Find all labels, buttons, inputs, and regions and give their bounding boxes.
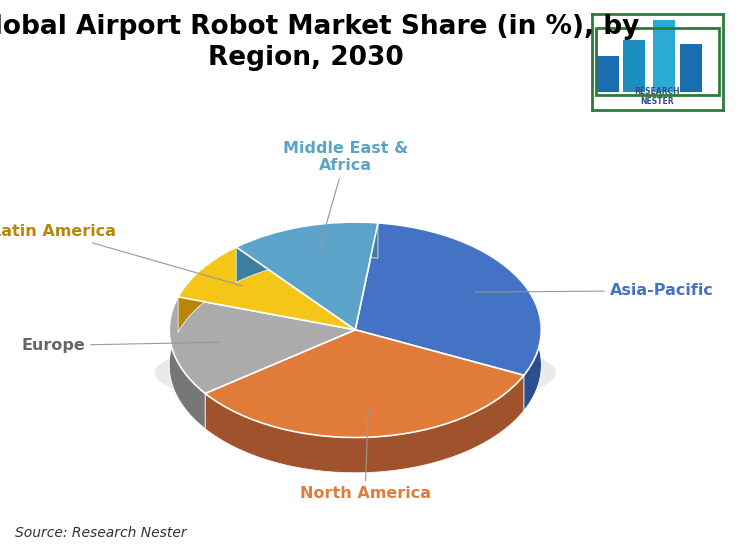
- Text: Middle East &
Africa: Middle East & Africa: [283, 141, 408, 253]
- Wedge shape: [355, 223, 542, 375]
- Wedge shape: [205, 330, 524, 437]
- Polygon shape: [169, 297, 205, 429]
- Bar: [653, 20, 675, 92]
- Text: Global Airport Robot Market Share (in %), by
Region, 2030: Global Airport Robot Market Share (in %)…: [0, 14, 639, 71]
- Wedge shape: [169, 297, 355, 393]
- Text: Source: Research Nester: Source: Research Nester: [15, 526, 186, 540]
- Bar: [596, 28, 719, 95]
- Polygon shape: [205, 375, 524, 473]
- Polygon shape: [236, 222, 378, 282]
- Wedge shape: [236, 222, 378, 330]
- Text: North America: North America: [299, 410, 431, 501]
- Text: Latin America: Latin America: [0, 224, 241, 286]
- Bar: [623, 39, 645, 92]
- Text: Asia-Pacific: Asia-Pacific: [475, 283, 714, 298]
- Polygon shape: [178, 247, 236, 332]
- Wedge shape: [178, 247, 355, 330]
- Bar: [680, 44, 703, 92]
- Ellipse shape: [154, 335, 556, 410]
- Polygon shape: [378, 223, 542, 410]
- Text: Europe: Europe: [22, 338, 221, 353]
- Text: RESEARCH
NESTER: RESEARCH NESTER: [635, 87, 680, 106]
- Bar: [597, 56, 619, 92]
